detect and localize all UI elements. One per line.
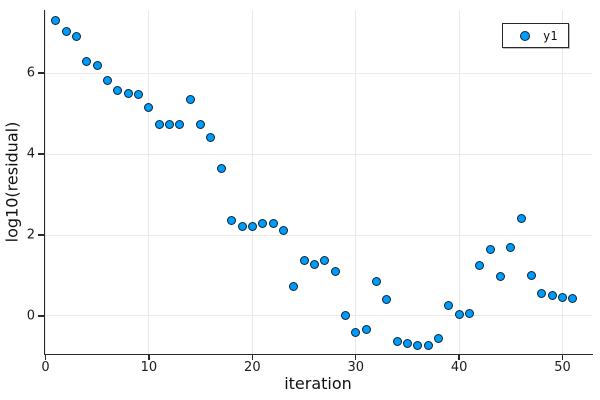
y-tick-label-0: 0 [26,308,35,324]
data-point [568,294,578,304]
data-point [268,219,278,229]
legend-series-label: y1 [543,28,558,43]
x-tick-label-10: 10 [140,360,158,375]
data-point [165,120,175,130]
x-axis-label: iteration [284,374,352,393]
x-tick-label-50: 50 [554,360,571,375]
y-tick-0 [38,315,44,317]
x-tick-label-30: 30 [347,360,365,375]
legend-box: y1 [502,23,569,48]
gridline-y-6 [44,72,592,74]
data-point [454,310,464,320]
data-point [527,270,536,280]
gridline-x-30 [355,10,357,354]
data-point [547,291,557,301]
gridline-x-40 [458,10,460,354]
y-axis-label: log10(residual) [2,121,22,243]
x-tick-0 [44,355,47,360]
x-tick-label-40: 40 [450,360,468,375]
data-point [371,277,381,287]
data-point [134,90,144,100]
data-point [495,272,505,282]
gridline-y-2 [44,234,592,236]
data-point [402,338,412,348]
data-point [92,60,102,70]
data-point [123,88,133,98]
x-tick-label-20: 20 [244,360,261,375]
gridline-y-0 [44,315,592,317]
data-point [196,120,206,130]
data-point [237,222,247,232]
data-point [475,260,485,270]
data-point [154,120,164,130]
gridline-x-50 [562,10,564,354]
y-tick-2 [38,234,44,236]
data-point [51,16,61,26]
data-point [227,215,237,225]
gridline-y-4 [44,153,592,155]
data-point [175,120,185,130]
x-tick-30 [355,355,357,360]
data-point [309,259,319,269]
data-point [103,75,113,85]
x-tick-label-0: 0 [41,360,50,375]
y-tick-label-2: 2 [26,227,35,243]
y-tick-6 [38,72,44,74]
y-tick-label-4: 4 [26,146,35,162]
data-point [423,341,433,350]
data-point [289,281,299,291]
data-point [206,133,216,143]
data-point [299,255,309,265]
data-point [392,336,402,346]
data-point [351,327,361,337]
plot-area [44,10,592,354]
data-point [144,102,154,112]
gridline-x-10 [148,10,150,354]
data-point [330,266,340,276]
data-point [320,256,330,265]
data-point [113,85,123,95]
x-axis-spine [44,353,593,355]
data-point [72,32,82,42]
legend-marker-circle-icon [520,30,530,41]
data-point [247,222,257,232]
data-point [485,245,495,255]
data-point [278,226,288,236]
data-point [444,301,454,311]
data-point [558,292,568,302]
data-point [382,294,392,304]
data-point [185,94,195,104]
x-tick-40 [458,355,460,360]
data-point [413,340,423,350]
data-point [361,325,371,335]
data-point [464,309,474,319]
data-point [433,333,443,343]
y-tick-label-6: 6 [26,65,35,81]
data-point [258,219,268,229]
y-tick-4 [38,153,44,155]
gridline-x-0 [45,10,47,354]
data-point [340,311,350,321]
data-point [216,163,226,173]
data-point [61,27,71,37]
y-axis-spine [44,10,46,355]
data-point [506,242,516,252]
data-point [516,214,526,224]
x-tick-20 [251,355,254,360]
data-point [82,57,92,67]
x-tick-50 [561,355,564,360]
data-point [537,289,547,299]
x-tick-10 [148,355,150,360]
gridline-x-20 [251,10,253,354]
